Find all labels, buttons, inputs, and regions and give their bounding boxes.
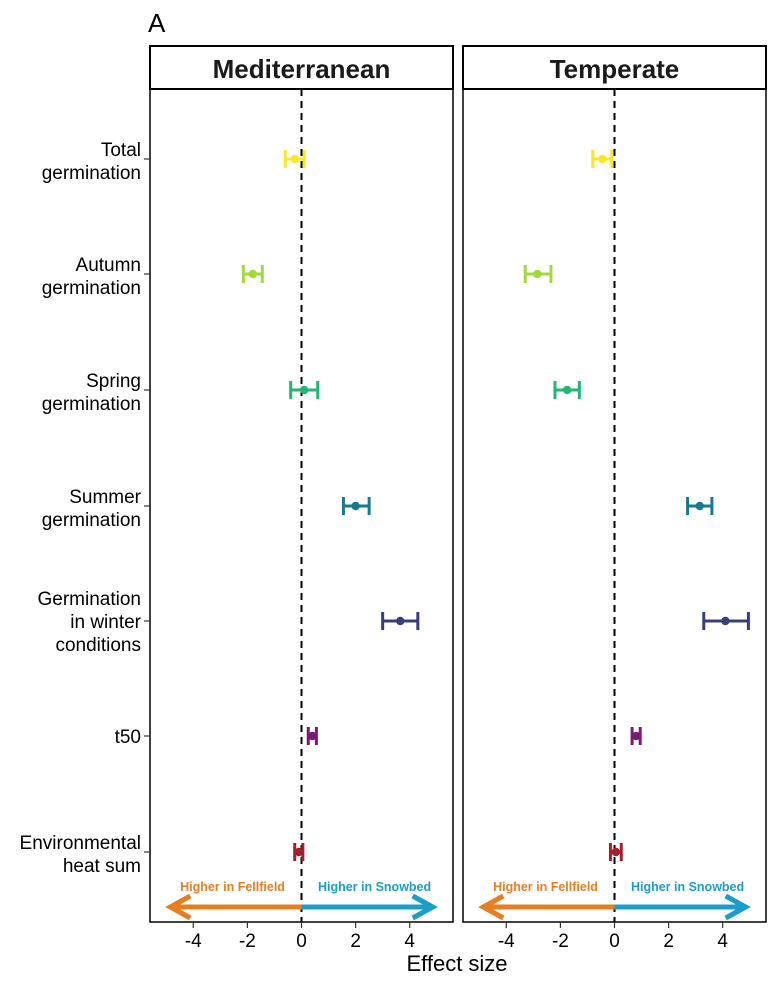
y-tick-label: germination: [42, 510, 141, 531]
estimate-point: [248, 269, 258, 279]
estimate-point: [562, 385, 572, 395]
estimate-point: [533, 269, 542, 279]
estimate-point: [308, 731, 317, 741]
y-tick-label: in winter: [70, 612, 141, 633]
estimate-point: [351, 501, 360, 511]
facet-strip-temperate: [462, 45, 767, 90]
estimate-point: [396, 616, 405, 626]
fellfield-label: Higher in Fellfield: [180, 880, 285, 894]
x-tick-label: -4: [498, 931, 515, 952]
y-tick-label: t50: [115, 727, 141, 748]
y-tick-label: Environmental: [20, 833, 141, 854]
estimate-point: [300, 385, 309, 395]
y-tick-label: Autumn: [76, 255, 141, 276]
y-tick-label: Spring: [86, 371, 141, 392]
y-tick-label: germination: [42, 278, 141, 299]
x-tick-label: -2: [552, 931, 569, 952]
y-tick-label: Germination: [38, 589, 142, 610]
y-tick-label: heat sum: [63, 856, 141, 877]
x-tick-label: 4: [404, 931, 415, 952]
facet-label-temperate: Temperate: [550, 54, 680, 84]
x-tick-label: 2: [350, 931, 361, 952]
snowbed-arrow-head: [411, 893, 438, 921]
x-tick-label: 0: [609, 931, 620, 952]
y-tick-label: conditions: [55, 635, 141, 656]
estimate-point: [631, 731, 641, 741]
snowbed-label: Higher in Snowbed: [318, 880, 431, 894]
x-tick-label: 2: [663, 931, 674, 952]
y-tick-label: germination: [42, 163, 141, 184]
estimate-point: [294, 847, 303, 857]
y-tick-label: Summer: [69, 487, 141, 508]
fellfield-label: Higher in Fellfield: [493, 880, 598, 894]
y-tick-label: Total: [101, 140, 141, 161]
facet-label-mediterranean: Mediterranean: [213, 54, 391, 84]
x-tick-label: -4: [185, 931, 202, 952]
snowbed-label: Higher in Snowbed: [631, 880, 744, 894]
estimate-point: [290, 154, 299, 164]
fellfield-arrow-head: [478, 893, 505, 921]
facet-strip-mediterranean: [149, 45, 454, 90]
x-tick-label: 4: [717, 931, 728, 952]
fellfield-arrow-head: [165, 893, 192, 921]
snowbed-arrow-head: [724, 893, 751, 921]
estimate-point: [721, 616, 730, 626]
x-tick-label: -2: [239, 931, 256, 952]
estimate-point: [598, 154, 607, 164]
y-tick-label: germination: [42, 394, 141, 415]
estimate-point: [611, 847, 621, 857]
x-axis-title: Effect size: [406, 951, 507, 976]
estimate-point: [695, 501, 704, 511]
panel-letter: A: [148, 8, 166, 38]
x-tick-label: 0: [296, 931, 307, 952]
